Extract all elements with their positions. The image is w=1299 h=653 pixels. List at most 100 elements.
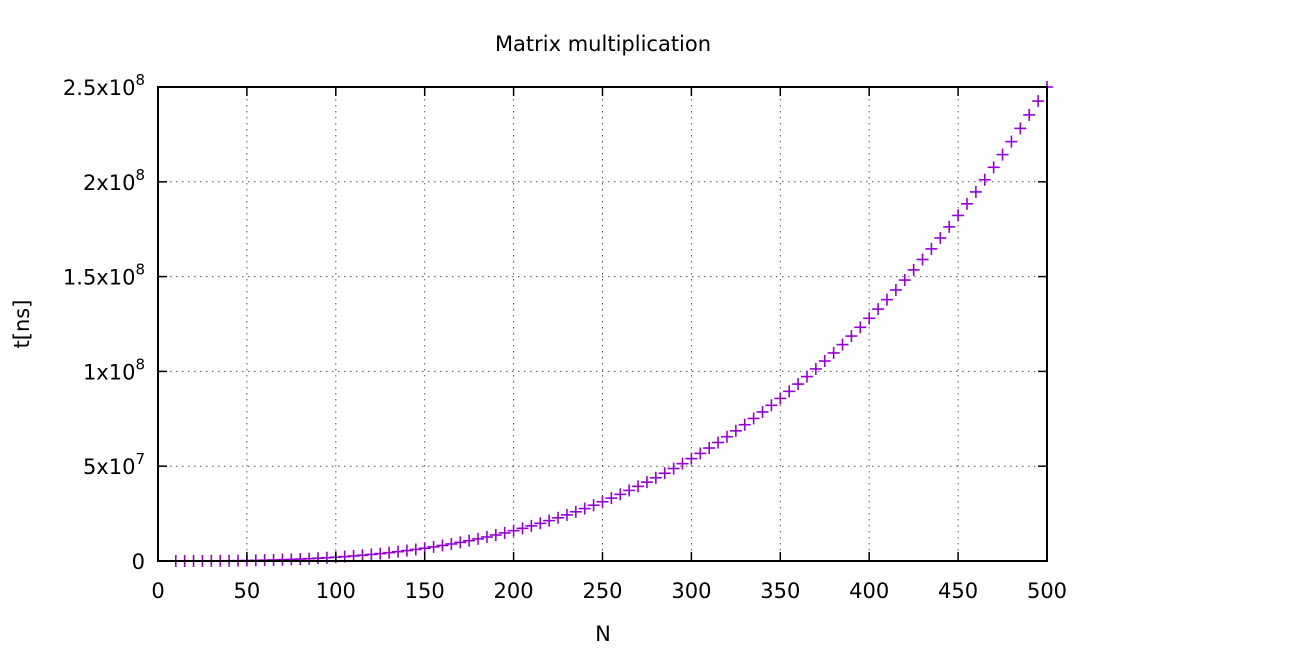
data-point bbox=[943, 220, 956, 233]
data-point bbox=[854, 321, 867, 334]
data-point bbox=[765, 399, 778, 412]
x-tick-label: 100 bbox=[316, 579, 356, 603]
data-point bbox=[623, 484, 636, 497]
data-point bbox=[863, 312, 876, 325]
y-tick-exponent: 8 bbox=[135, 166, 145, 184]
data-point bbox=[836, 338, 849, 351]
data-point bbox=[409, 543, 422, 556]
data-point bbox=[1005, 135, 1018, 148]
data-point bbox=[400, 544, 413, 557]
data-point bbox=[605, 492, 618, 505]
data-point bbox=[712, 436, 725, 449]
data-point bbox=[658, 467, 671, 480]
data-point bbox=[525, 519, 538, 532]
data-point bbox=[694, 447, 707, 460]
data-point bbox=[685, 452, 698, 465]
data-point bbox=[383, 546, 396, 559]
y-tick-mantissa: 1.5x10 bbox=[63, 266, 136, 290]
data-point bbox=[783, 385, 796, 398]
y-tick-mantissa: 1x10 bbox=[83, 360, 136, 384]
data-point bbox=[640, 476, 653, 489]
grid bbox=[158, 87, 1047, 561]
data-point bbox=[898, 274, 911, 287]
x-axis-label: N bbox=[595, 622, 611, 646]
data-point bbox=[934, 231, 947, 244]
y-tick-exponent: 8 bbox=[135, 355, 145, 373]
data-point bbox=[392, 545, 405, 558]
data-point bbox=[676, 457, 689, 470]
data-point bbox=[427, 540, 440, 553]
data-point bbox=[480, 530, 493, 543]
y-tick-mantissa: 2x10 bbox=[83, 171, 136, 195]
data-point bbox=[436, 539, 449, 552]
x-tick-label: 0 bbox=[151, 579, 164, 603]
data-point bbox=[507, 524, 520, 537]
y-tick-label: 2.5x108 bbox=[63, 71, 145, 100]
axis-ticks bbox=[157, 86, 1048, 562]
data-point bbox=[614, 488, 627, 501]
data-point bbox=[925, 242, 938, 255]
data-point bbox=[534, 517, 547, 530]
data-point bbox=[454, 536, 467, 549]
y-axis-label: t[ns] bbox=[10, 300, 34, 349]
data-point bbox=[632, 480, 645, 493]
x-tick-label: 50 bbox=[234, 579, 261, 603]
y-tick-label: 1.5x108 bbox=[63, 261, 145, 290]
y-tick-mantissa: 0 bbox=[132, 550, 145, 574]
x-tick-labels: 0 50 100 150 200 250 300 350 400 450 500 bbox=[151, 579, 1067, 603]
data-point bbox=[818, 355, 831, 368]
data-point bbox=[907, 263, 920, 276]
data-point bbox=[516, 522, 529, 535]
y-tick-exponent: 8 bbox=[135, 261, 145, 279]
data-point bbox=[792, 378, 805, 391]
chart-title: Matrix multiplication bbox=[495, 32, 711, 56]
x-tick-label: 500 bbox=[1027, 579, 1067, 603]
data-point bbox=[498, 526, 511, 539]
data-point bbox=[543, 514, 556, 527]
data-point bbox=[889, 283, 902, 296]
data-point bbox=[800, 370, 813, 383]
data-point bbox=[1023, 108, 1036, 121]
x-tick-label: 450 bbox=[938, 579, 978, 603]
data-point bbox=[756, 405, 769, 418]
x-tick-label: 200 bbox=[494, 579, 534, 603]
data-point bbox=[872, 303, 885, 316]
data-point bbox=[978, 173, 991, 186]
data-point bbox=[880, 293, 893, 306]
data-point bbox=[729, 424, 742, 437]
y-tick-exponent: 7 bbox=[135, 450, 145, 468]
data-point bbox=[463, 534, 476, 547]
y-tick-label: 1x108 bbox=[83, 355, 145, 384]
data-point bbox=[365, 548, 378, 561]
data-point bbox=[845, 330, 858, 343]
data-point bbox=[987, 161, 1000, 174]
data-point bbox=[827, 346, 840, 359]
data-point bbox=[472, 532, 485, 545]
data-point bbox=[738, 418, 751, 431]
data-point bbox=[960, 197, 973, 210]
data-point bbox=[747, 412, 760, 425]
data-point bbox=[996, 148, 1009, 161]
data-point bbox=[560, 508, 573, 521]
x-tick-label: 350 bbox=[760, 579, 800, 603]
data-point bbox=[703, 442, 716, 455]
x-tick-label: 400 bbox=[849, 579, 889, 603]
y-tick-mantissa: 2.5x10 bbox=[63, 76, 136, 100]
data-point bbox=[569, 505, 582, 518]
x-tick-label: 250 bbox=[582, 579, 622, 603]
data-point bbox=[489, 528, 502, 541]
data-point bbox=[952, 209, 965, 222]
y-tick-label: 0 bbox=[132, 550, 145, 574]
data-point bbox=[374, 547, 387, 560]
data-point bbox=[578, 502, 591, 515]
y-tick-label: 5x107 bbox=[83, 450, 145, 479]
y-tick-mantissa: 5x10 bbox=[83, 455, 136, 479]
data-point bbox=[1014, 122, 1027, 135]
data-point bbox=[1032, 95, 1045, 108]
data-point bbox=[809, 362, 822, 375]
data-point bbox=[969, 185, 982, 198]
data-point bbox=[445, 537, 458, 550]
